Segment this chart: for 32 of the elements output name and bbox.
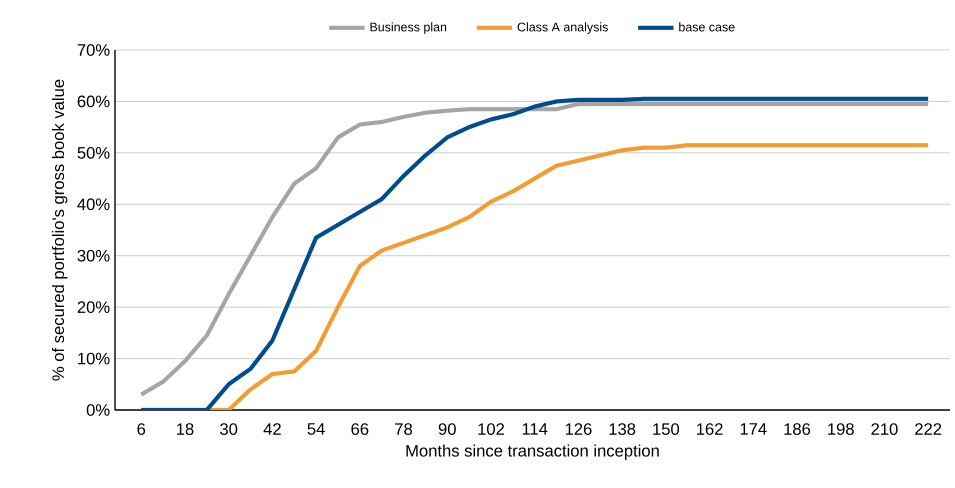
y-tick-label: 10% [78,352,110,364]
x-tick-label: 6 [137,423,146,435]
x-tick-label: 66 [351,423,368,435]
x-tick-label: 18 [176,423,194,435]
y-tick-label: 0% [86,404,110,416]
y-tick-label: 20% [78,301,110,314]
x-tick-label: 210 [871,423,898,435]
y-tick-label: 60% [78,96,110,108]
x-tick-label: 102 [478,423,504,435]
x-tick-label: 114 [522,423,548,435]
legend-label: base case [679,22,735,32]
y-tick-label: 40% [77,198,110,210]
x-tick-label: 138 [610,423,636,435]
x-tick-label: 42 [264,423,281,435]
y-tick-label: 50% [78,146,110,159]
x-tick-label: 126 [566,423,592,435]
x-tick-label: 186 [784,423,810,435]
x-tick-label: 174 [740,423,767,435]
x-tick-label: 54 [308,423,325,435]
x-tick-label: 222 [915,423,942,435]
y-axis-title: % of secured portfolio's gross book value [52,80,68,381]
y-tick-label: 30% [78,250,110,262]
legend-label: Business plan [370,22,446,34]
x-tick-label: 78 [395,423,412,435]
x-axis-title: Months since transaction inception [406,444,659,460]
y-tick-label: 70% [78,44,110,56]
x-tick-label: 150 [653,423,680,435]
legend-label: Class A analysis [518,22,608,34]
x-tick-label: 162 [696,423,723,435]
x-tick-label: 90 [438,423,456,435]
x-tick-label: 198 [828,423,854,435]
x-tick-label: 30 [220,423,238,435]
